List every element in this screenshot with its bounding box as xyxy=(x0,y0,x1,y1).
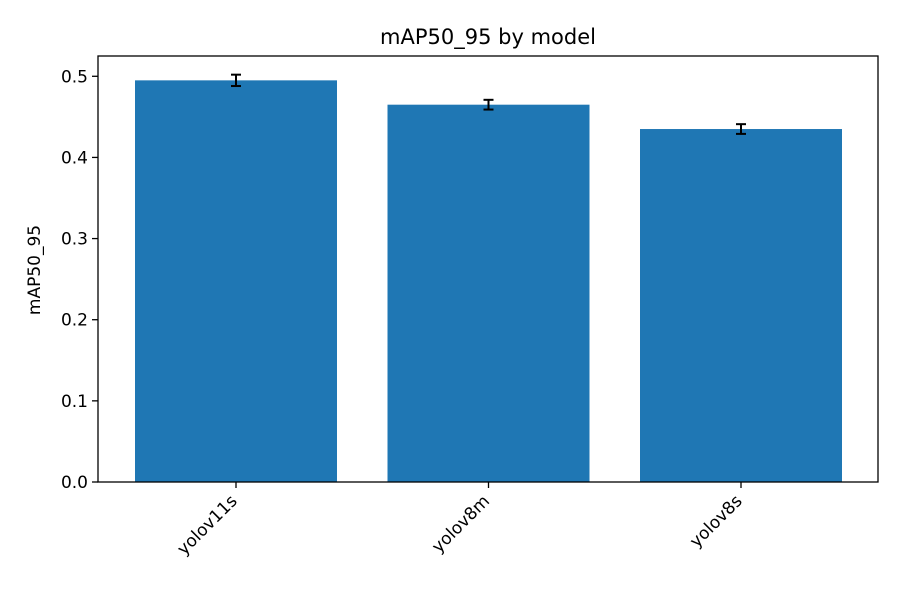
error-bar-yolov11s xyxy=(231,73,241,88)
y-tick-label-3: 0.3 xyxy=(61,230,88,250)
x-tick-label-yolov8s: yolov8s xyxy=(686,491,746,551)
bars-group xyxy=(135,80,842,482)
error-bar-yolov8s xyxy=(736,123,746,135)
x-tick-label-yolov8m: yolov8m xyxy=(428,491,494,557)
x-tick-label-yolov11s: yolov11s xyxy=(174,491,242,559)
x-ticks-group: yolov11s yolov8m yolov8s xyxy=(174,482,747,559)
y-ticks-group: 0.0 0.1 0.2 0.3 0.4 0.5 xyxy=(61,67,98,493)
y-tick-label-5: 0.5 xyxy=(61,67,88,87)
y-tick-label-1: 0.1 xyxy=(61,392,88,412)
bar-yolov8s xyxy=(640,129,842,482)
plot-frame xyxy=(97,55,879,483)
bar-yolov8m xyxy=(387,104,590,482)
error-bars-group xyxy=(231,73,746,135)
chart-title: mAP50_95 by model xyxy=(380,25,596,50)
y-axis-label: mAP50_95 xyxy=(25,225,45,315)
bar-yolov11s xyxy=(135,80,337,482)
error-bar-yolov8m xyxy=(483,98,494,111)
y-tick-label-4: 0.4 xyxy=(61,148,88,168)
y-tick-label-2: 0.2 xyxy=(61,311,88,331)
y-tick-label-0: 0.0 xyxy=(61,473,88,493)
